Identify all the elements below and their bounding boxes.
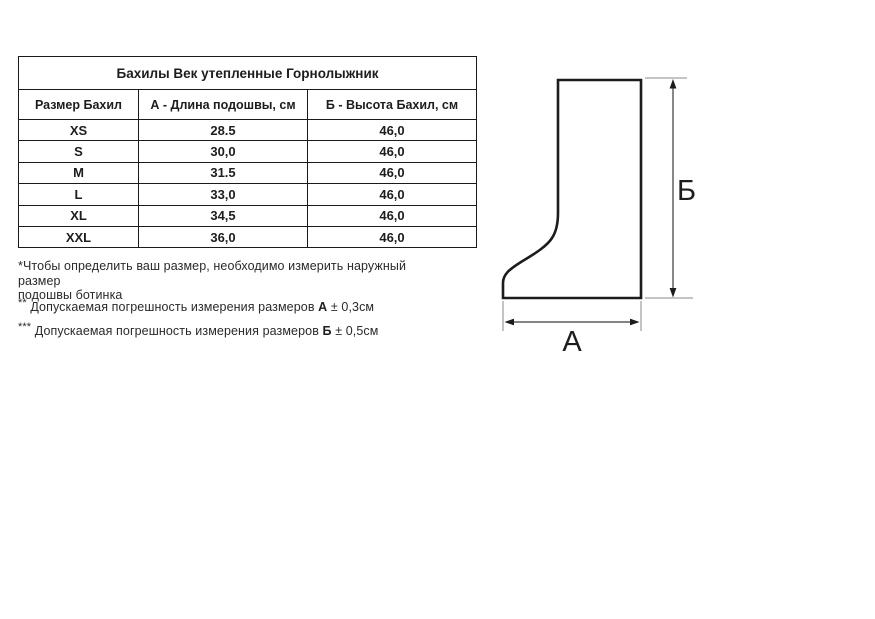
boot-outline [501,78,643,300]
cell-sole-length: 36,0 [138,225,308,249]
footnote-asterisks: *** [18,320,32,333]
footnote-text: Допускаемая погрешность измерения размер… [34,324,319,338]
width-dimension-label: А [562,326,582,357]
table-row: L 33,0 46,0 [18,183,477,206]
column-header-sole-length: А - Длина подошвы, см [138,89,308,120]
arrowhead-up [669,79,677,89]
cell-sole-length: 28.5 [138,118,308,142]
cell-height: 46,0 [307,183,477,206]
cell-height: 46,0 [307,140,477,163]
table-header-row: Размер Бахил А - Длина подошвы, см Б - В… [18,89,477,120]
footnote-tolerance-value: ± 0,3см [330,300,375,314]
dimension-letter-a: А [318,300,328,314]
footnote-measure-instruction: *Чтобы определить ваш размер, необходимо… [18,259,450,303]
cell-size: L [18,183,139,206]
table-title-row: Бахилы Век утепленные Горнолыжник [18,56,477,90]
table-row: XS 28.5 46,0 [18,118,477,142]
footnote-tolerance-value: ± 0,5см [335,324,379,338]
cell-height: 46,0 [307,118,477,142]
table-row: M 31.5 46,0 [18,161,477,185]
dimension-letter-b: Б [322,324,332,338]
cell-height: 46,0 [307,225,477,249]
table-row: XXL 36,0 46,0 [18,225,477,249]
footnote-asterisks: ** [18,296,27,309]
cell-size: XL [18,204,139,227]
cell-sole-length: 34,5 [138,204,308,227]
footnote-tolerance-a: ** Допускаемая погрешность измерения раз… [18,296,450,315]
footnote-tolerance-b: *** Допускаемая погрешность измерения ра… [18,320,450,339]
cell-sole-length: 31.5 [138,161,308,185]
size-table: Бахилы Век утепленные Горнолыжник Размер… [18,56,477,249]
height-dimension-label: Б [677,175,696,207]
table-row: S 30,0 46,0 [18,140,477,163]
boot-dimension-diagram: Б А [501,77,696,357]
footnote-text: Допускаемая погрешность измерения размер… [30,300,315,314]
cell-height: 46,0 [307,161,477,185]
cell-sole-length: 33,0 [138,183,308,206]
arrowhead-left [504,318,514,326]
table-row: XL 34,5 46,0 [18,204,477,227]
cell-size: M [18,161,139,185]
cell-size: S [18,140,139,163]
cell-size: XXL [18,225,139,249]
cell-size: XS [18,118,139,142]
column-header-height: Б - Высота Бахил, см [307,89,477,120]
footnote-line: подошвы ботинка [18,288,123,302]
cell-height: 46,0 [307,204,477,227]
arrowhead-right [630,318,640,326]
column-header-size: Размер Бахил [18,89,139,120]
arrowhead-down [669,288,677,298]
table-title: Бахилы Век утепленные Горнолыжник [18,56,477,90]
cell-sole-length: 30,0 [138,140,308,163]
footnote-line: *Чтобы определить ваш размер, необходимо… [18,259,407,288]
